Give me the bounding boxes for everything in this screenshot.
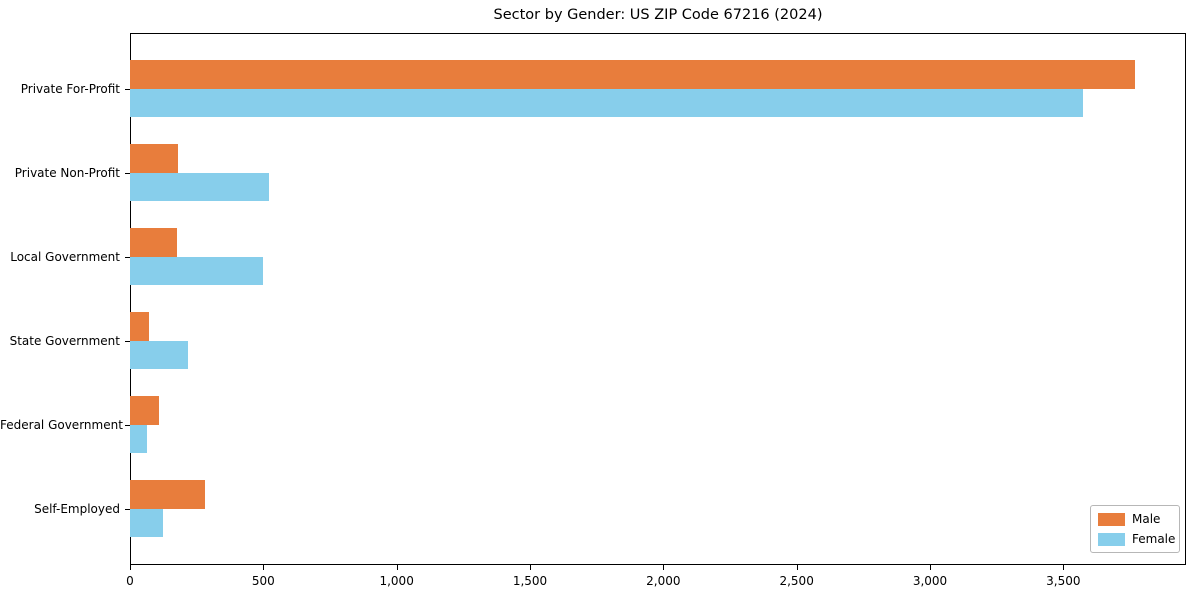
bar-male-4 [130,396,159,425]
bar-female-4 [130,424,148,453]
bar-male-2 [130,228,177,257]
y-tickmark [125,340,130,342]
y-tickmark [125,88,130,90]
y-tick-label: Private For-Profit [20,81,120,96]
y-tick-label: Self-Employed [34,501,120,516]
chart-title: Sector by Gender: US ZIP Code 67216 (202… [493,7,823,23]
bar-female-5 [130,508,163,537]
y-tick-label: Private Non-Profit [14,165,120,180]
x-tick-label: 500 [251,574,275,588]
legend: Male Female [1090,505,1180,553]
legend-swatch-female [1098,532,1125,546]
bar-male-3 [130,312,150,341]
y-tickmark [125,508,130,510]
x-tick-label: 3,500 [1046,574,1081,588]
bar-female-3 [130,340,189,369]
y-tickmark [125,172,130,174]
y-tick-label: State Government [9,333,120,348]
x-tickmark [130,565,131,570]
x-tickmark [930,565,931,570]
y-tick-label: Federal Government [0,417,123,432]
y-tick-label: Local Government [10,249,120,264]
legend-item-male: Male [1098,512,1171,526]
y-tickmark [125,424,130,426]
bar-male-5 [130,480,205,509]
x-tickmark [263,565,265,570]
bar-female-2 [130,256,264,285]
x-tickmark [663,565,665,570]
x-tick-label: 3,000 [912,574,948,588]
bar-male-0 [130,60,1136,89]
legend-label-female: Female [1132,532,1176,546]
bar-male-1 [130,144,178,173]
x-tickmark [796,565,798,570]
bar-female-0 [130,88,1084,117]
x-tick-label: 1,500 [512,574,548,588]
x-tickmark [396,565,398,570]
legend-swatch-male [1098,512,1125,526]
legend-item-female: Female [1098,532,1175,546]
x-tick-label: 2,500 [779,574,814,588]
x-tick-label: 0 [126,574,134,588]
x-tick-label: 1,000 [379,574,414,588]
legend-label-male: Male [1132,512,1161,526]
bar-female-1 [130,172,269,201]
y-tickmark [125,256,130,258]
x-tickmark [1063,565,1065,570]
plot-area [130,33,1186,565]
x-tick-label: 2,000 [646,574,681,588]
x-tickmark [530,565,531,570]
